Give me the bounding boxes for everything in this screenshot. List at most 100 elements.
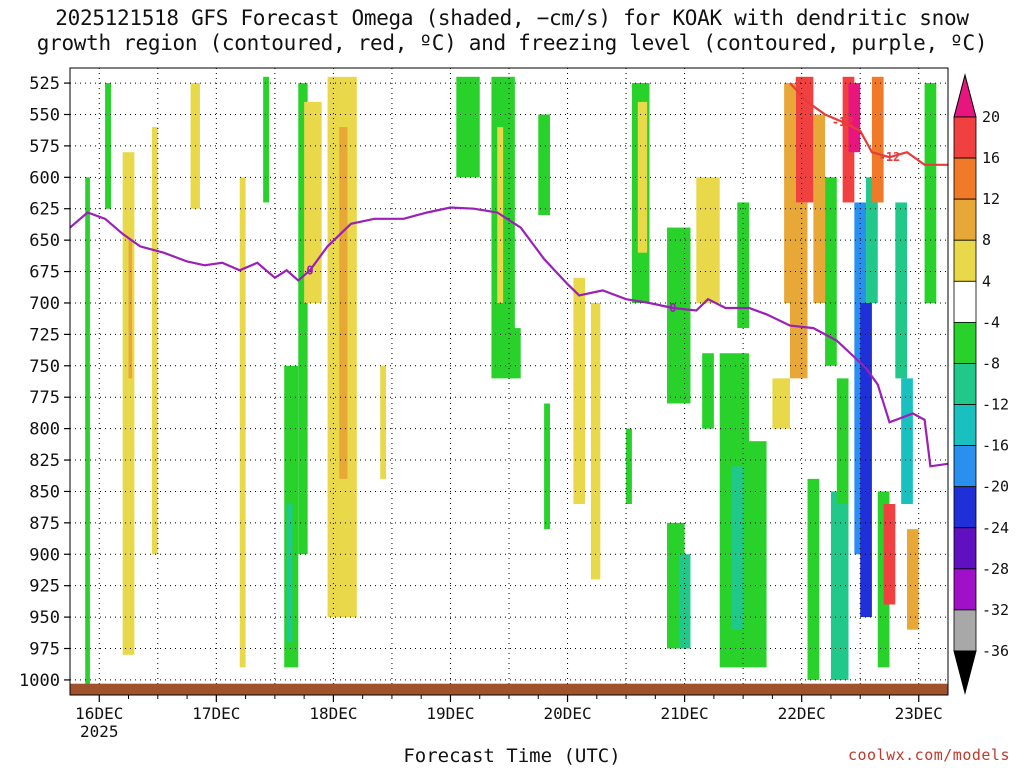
colorbar-band bbox=[953, 239, 977, 282]
omega-cell-28 bbox=[678, 554, 691, 649]
colorbar-label: 4 bbox=[982, 272, 991, 290]
omega-cell-11 bbox=[304, 101, 322, 303]
colorbar-band bbox=[953, 527, 977, 570]
x-tick-label: 19DEC bbox=[426, 704, 474, 723]
omega-cell-34 bbox=[748, 441, 767, 668]
credit-text: coolwx.com/models bbox=[847, 746, 1010, 764]
y-tick-label: 625 bbox=[29, 200, 60, 220]
colorbar-band bbox=[953, 609, 977, 652]
omega-cell-51 bbox=[883, 504, 896, 605]
omega-cell-26 bbox=[667, 227, 691, 404]
colorbar-band bbox=[953, 157, 977, 200]
omega-cell-3 bbox=[128, 240, 133, 379]
y-tick-label: 800 bbox=[29, 420, 60, 440]
colorbar-band bbox=[953, 486, 977, 529]
omega-cell-7 bbox=[263, 76, 270, 203]
y-tick-label: 525 bbox=[29, 74, 60, 94]
omega-cell-6 bbox=[239, 177, 246, 668]
omega-cell-52 bbox=[895, 202, 908, 379]
omega-cell-2 bbox=[122, 152, 135, 655]
colorbar-band bbox=[953, 363, 977, 405]
omega-cell-55 bbox=[924, 83, 937, 303]
omega-cell-38 bbox=[795, 76, 814, 203]
x-axis-title: Forecast Time (UTC) bbox=[403, 745, 621, 767]
omega-cell-21 bbox=[573, 277, 586, 505]
colorbar-band bbox=[953, 198, 977, 241]
colorbar-band bbox=[953, 116, 977, 159]
omega-cell-43 bbox=[836, 378, 849, 505]
y-tick-label: 825 bbox=[29, 451, 60, 471]
contour-label: -12 bbox=[879, 150, 901, 164]
colorbar-band bbox=[953, 321, 977, 364]
y-tick-label: 850 bbox=[29, 482, 60, 502]
y-tick-label: 675 bbox=[29, 263, 60, 283]
colorbar-label: 12 bbox=[982, 190, 1000, 208]
x-tick-label: 21DEC bbox=[661, 704, 709, 723]
omega-cell-30 bbox=[702, 353, 714, 429]
omega-cell-54 bbox=[907, 529, 919, 630]
y-tick-label: 650 bbox=[29, 231, 60, 251]
omega-cell-25 bbox=[637, 101, 648, 253]
omega-cell-0 bbox=[105, 83, 111, 209]
omega-cell-15 bbox=[456, 76, 480, 178]
y-tick-label: 1000 bbox=[19, 671, 60, 691]
colorbar-band bbox=[953, 280, 977, 323]
omega-cell-47 bbox=[860, 302, 872, 618]
y-tick-label: 875 bbox=[29, 514, 60, 534]
x-tick-label: 16DEC bbox=[75, 704, 123, 723]
chart-title-line-2: growth region (contoured, red, ºC) and f… bbox=[36, 31, 988, 55]
contour-label: 0 bbox=[669, 301, 676, 315]
colorbar-label: -8 bbox=[982, 354, 1000, 372]
y-tick-label: 750 bbox=[29, 357, 60, 377]
colorbar-label: -20 bbox=[982, 478, 1009, 496]
colorbar-band bbox=[953, 568, 977, 611]
omega-cell-42 bbox=[830, 491, 849, 680]
colorbar-label: -28 bbox=[982, 560, 1009, 578]
colorbar-label: -24 bbox=[982, 519, 1009, 537]
omega-cell-23 bbox=[626, 428, 632, 505]
y-tick-label: 600 bbox=[29, 168, 60, 188]
omega-cell-1 bbox=[85, 177, 90, 695]
omega-cell-32 bbox=[731, 466, 744, 630]
omega-cell-18 bbox=[509, 328, 521, 379]
x-year-label: 2025 bbox=[80, 722, 119, 741]
colorbar-band bbox=[953, 404, 977, 447]
ground-surface bbox=[70, 683, 948, 695]
y-tick-label: 925 bbox=[29, 577, 60, 597]
colorbar-top-arrow bbox=[953, 73, 977, 118]
omega-cell-29 bbox=[696, 177, 720, 303]
chart-title: 2025121518 GFS Forecast Omega (shaded, −… bbox=[0, 6, 1024, 56]
colorbar-label: -36 bbox=[982, 642, 1009, 660]
omega-cell-37 bbox=[789, 202, 808, 379]
y-tick-label: 575 bbox=[29, 137, 60, 157]
omega-cell-20 bbox=[544, 403, 550, 530]
colorbar-label: -12 bbox=[982, 396, 1009, 414]
contour-line-0 bbox=[69, 206, 949, 468]
omega-cell-36 bbox=[784, 83, 796, 303]
y-tick-label: 775 bbox=[29, 388, 60, 408]
x-tick-label: 23DEC bbox=[895, 704, 943, 723]
colorbar-label: -16 bbox=[982, 437, 1009, 455]
colorbar-label: 20 bbox=[982, 108, 1000, 126]
chart-title-line-1: 2025121518 GFS Forecast Omega (shaded, −… bbox=[55, 6, 969, 30]
y-tick-label: 550 bbox=[29, 105, 60, 125]
colorbar-label: 8 bbox=[982, 231, 991, 249]
x-tick-label: 20DEC bbox=[543, 704, 591, 723]
x-axis: 16DEC 17DEC 18DEC 19DEC 20DEC 21DEC 22DEC 23DEC… bbox=[75, 695, 943, 741]
x-tick-label: 22DEC bbox=[778, 704, 826, 723]
omega-cell-49 bbox=[871, 76, 884, 203]
contour-lines: 0 0 -12 -12 bbox=[69, 82, 949, 468]
omega-cell-33 bbox=[737, 202, 749, 329]
omega-cell-35 bbox=[772, 378, 790, 429]
omega-cell-40 bbox=[813, 114, 826, 303]
omega-cell-48 bbox=[866, 177, 878, 303]
contour-label: -12 bbox=[832, 115, 854, 129]
omega-cell-4 bbox=[151, 127, 158, 555]
y-tick-label: 975 bbox=[29, 640, 60, 660]
color-legend: 20 16 12 8 4 -4 -8 -12 -16 -20 -24 -28 -32 -36 bbox=[953, 73, 1009, 695]
omega-cell-39 bbox=[807, 478, 820, 680]
omega-shading-layer bbox=[85, 76, 937, 695]
omega-cell-14 bbox=[380, 365, 387, 479]
y-tick-label: 950 bbox=[29, 608, 60, 628]
contour-label: 0 bbox=[306, 263, 313, 277]
